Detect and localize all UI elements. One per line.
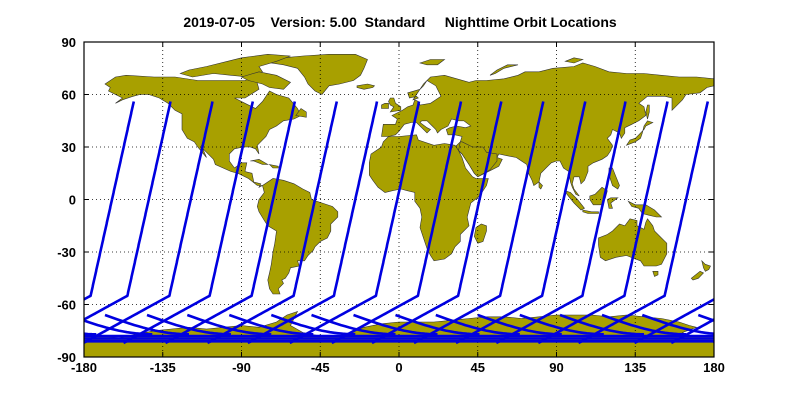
orbit-polar-arc xyxy=(435,313,520,336)
y-tick-label: 0 xyxy=(69,193,76,208)
orbit-polar-arc xyxy=(0,315,14,334)
y-tick-label: 30 xyxy=(62,140,76,155)
orbit-track xyxy=(670,318,714,345)
x-tick-label: -135 xyxy=(150,360,176,375)
land-arctic-islands xyxy=(179,53,291,78)
orbit-polar-arc xyxy=(559,313,645,336)
land-baffin xyxy=(240,71,292,90)
orbit-polar-arc xyxy=(777,315,800,334)
orbit-polar-arc xyxy=(519,313,604,336)
x-tick-label: 90 xyxy=(549,360,563,375)
y-tick-label: 90 xyxy=(62,35,76,50)
land-eurasia xyxy=(381,62,714,197)
orbit-polar-arc xyxy=(353,313,438,336)
land-cuba xyxy=(250,158,269,165)
orbit-track xyxy=(289,101,421,345)
orbit-track xyxy=(712,341,714,345)
x-tick-label: 180 xyxy=(703,360,725,375)
orbit-track xyxy=(371,101,503,345)
y-tick-label: -60 xyxy=(57,298,76,313)
y-tick-label: -30 xyxy=(57,245,76,260)
land-madagascar xyxy=(473,223,487,244)
land-newfoundland xyxy=(295,108,307,118)
land-greenland xyxy=(270,53,368,95)
axis-ticks: -180 -135 -90 -45 0 45 90 135 180 90 60 30 0 -30 -60 -9… xyxy=(57,35,725,375)
orbit-track xyxy=(84,101,172,322)
x-tick-label: 0 xyxy=(395,360,402,375)
map-title: 2019-07-05 Version: 5.00 Standard Nightt… xyxy=(183,14,617,30)
x-tick-label: 135 xyxy=(624,360,646,375)
x-tick-label: 45 xyxy=(471,360,485,375)
land-britain xyxy=(388,97,402,113)
orbit-polar-arc xyxy=(395,313,480,336)
orbit-track xyxy=(331,101,463,345)
land-novaya-zemlya xyxy=(489,64,519,76)
x-tick-label: -45 xyxy=(311,360,330,375)
land-sulawesi xyxy=(606,197,619,209)
land-ireland xyxy=(381,103,389,109)
land-iceland xyxy=(356,83,376,90)
land-sakhalin xyxy=(645,104,650,120)
orbit-track xyxy=(796,102,800,344)
orbit-track xyxy=(84,101,136,301)
orbit-track xyxy=(247,101,379,345)
orbit-polar-arc xyxy=(104,313,190,336)
land-australia xyxy=(598,218,668,267)
land-new-zealand-s xyxy=(690,270,705,281)
orbit-polar-arc xyxy=(601,313,687,336)
land-south-america xyxy=(256,178,339,295)
orbit-tracks xyxy=(0,101,800,345)
y-tick-label: 60 xyxy=(62,88,76,103)
x-tick-label: -90 xyxy=(232,360,251,375)
orbit-track xyxy=(537,101,669,345)
orbit-track xyxy=(206,101,339,345)
orbit-track xyxy=(455,101,587,345)
land-new-zealand-n xyxy=(701,259,711,272)
land-sumatra xyxy=(564,190,585,211)
grid-lines xyxy=(84,42,714,357)
orbit-polar-arc xyxy=(697,313,714,322)
orbit-track xyxy=(164,101,297,345)
land-java xyxy=(582,209,599,214)
land-svalbard xyxy=(418,59,446,66)
orbit-polar-arc xyxy=(735,315,800,334)
orbit-polar-arc xyxy=(311,313,396,336)
land-severnaya xyxy=(564,57,584,64)
orbit-track xyxy=(754,102,800,344)
orbit-polar-arc xyxy=(641,313,714,336)
orbit-track xyxy=(413,101,545,345)
orbit-polar-arc xyxy=(146,313,232,336)
orbit-polar-arc xyxy=(186,313,272,336)
orbit-track xyxy=(122,101,255,345)
orbit-polar-arc xyxy=(0,315,56,334)
y-tick-label: -90 xyxy=(57,350,76,365)
orbit-polar-arc xyxy=(228,313,314,336)
land-north-america xyxy=(104,74,302,188)
land-tasmania xyxy=(652,270,659,277)
land-sri-lanka xyxy=(538,181,543,190)
x-tick-label: -180 xyxy=(71,360,97,375)
orbit-polar-arc xyxy=(477,313,562,336)
land-hispaniola xyxy=(268,164,279,169)
orbit-track xyxy=(495,101,627,345)
orbit-track xyxy=(84,101,214,345)
orbit-track xyxy=(577,101,710,345)
orbit-track xyxy=(633,297,714,345)
orbit-polar-arc xyxy=(270,313,356,336)
orbit-track xyxy=(0,102,38,344)
